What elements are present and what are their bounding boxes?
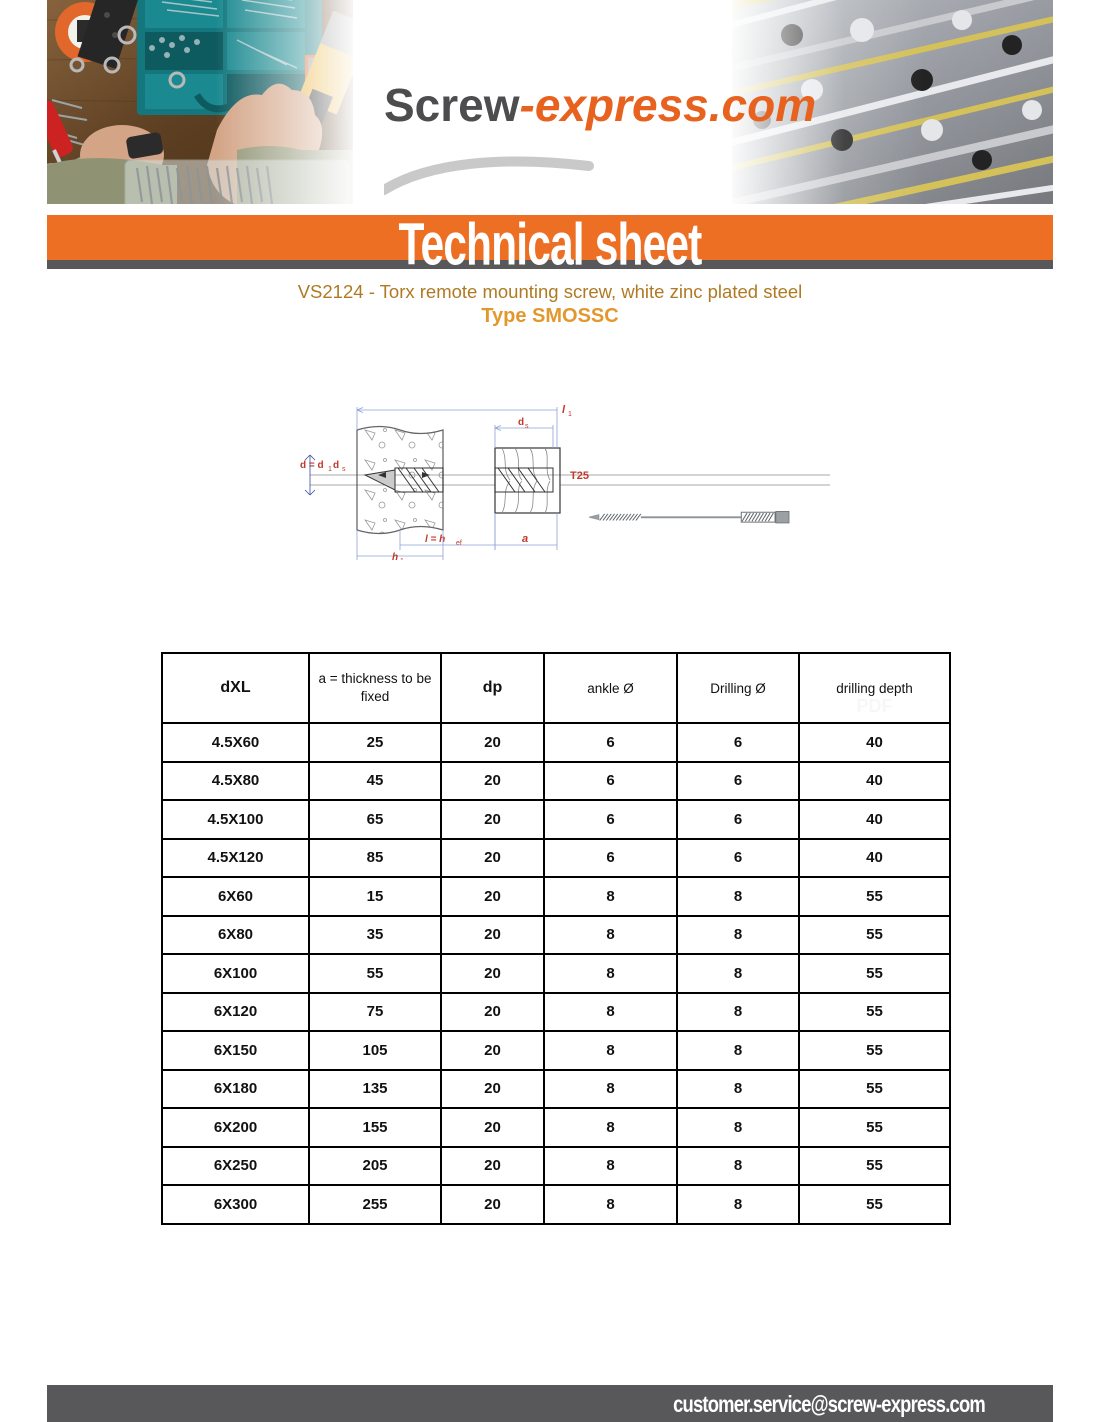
svg-text:d: d [333, 460, 339, 471]
svg-text:d = d: d = d [300, 460, 324, 471]
svg-text:a: a [522, 533, 528, 545]
svg-text:h: h [392, 552, 398, 560]
svg-text:l = h: l = h [425, 534, 445, 545]
svg-text:T25: T25 [570, 470, 589, 482]
svg-text:1: 1 [400, 558, 404, 560]
svg-text:1: 1 [568, 411, 572, 418]
svg-text:d: d [518, 417, 524, 428]
svg-text:s: s [342, 466, 346, 473]
svg-text:l: l [562, 404, 566, 416]
svg-text:1: 1 [328, 466, 332, 473]
svg-text:ef: ef [456, 540, 462, 547]
svg-text:s: s [525, 423, 529, 430]
